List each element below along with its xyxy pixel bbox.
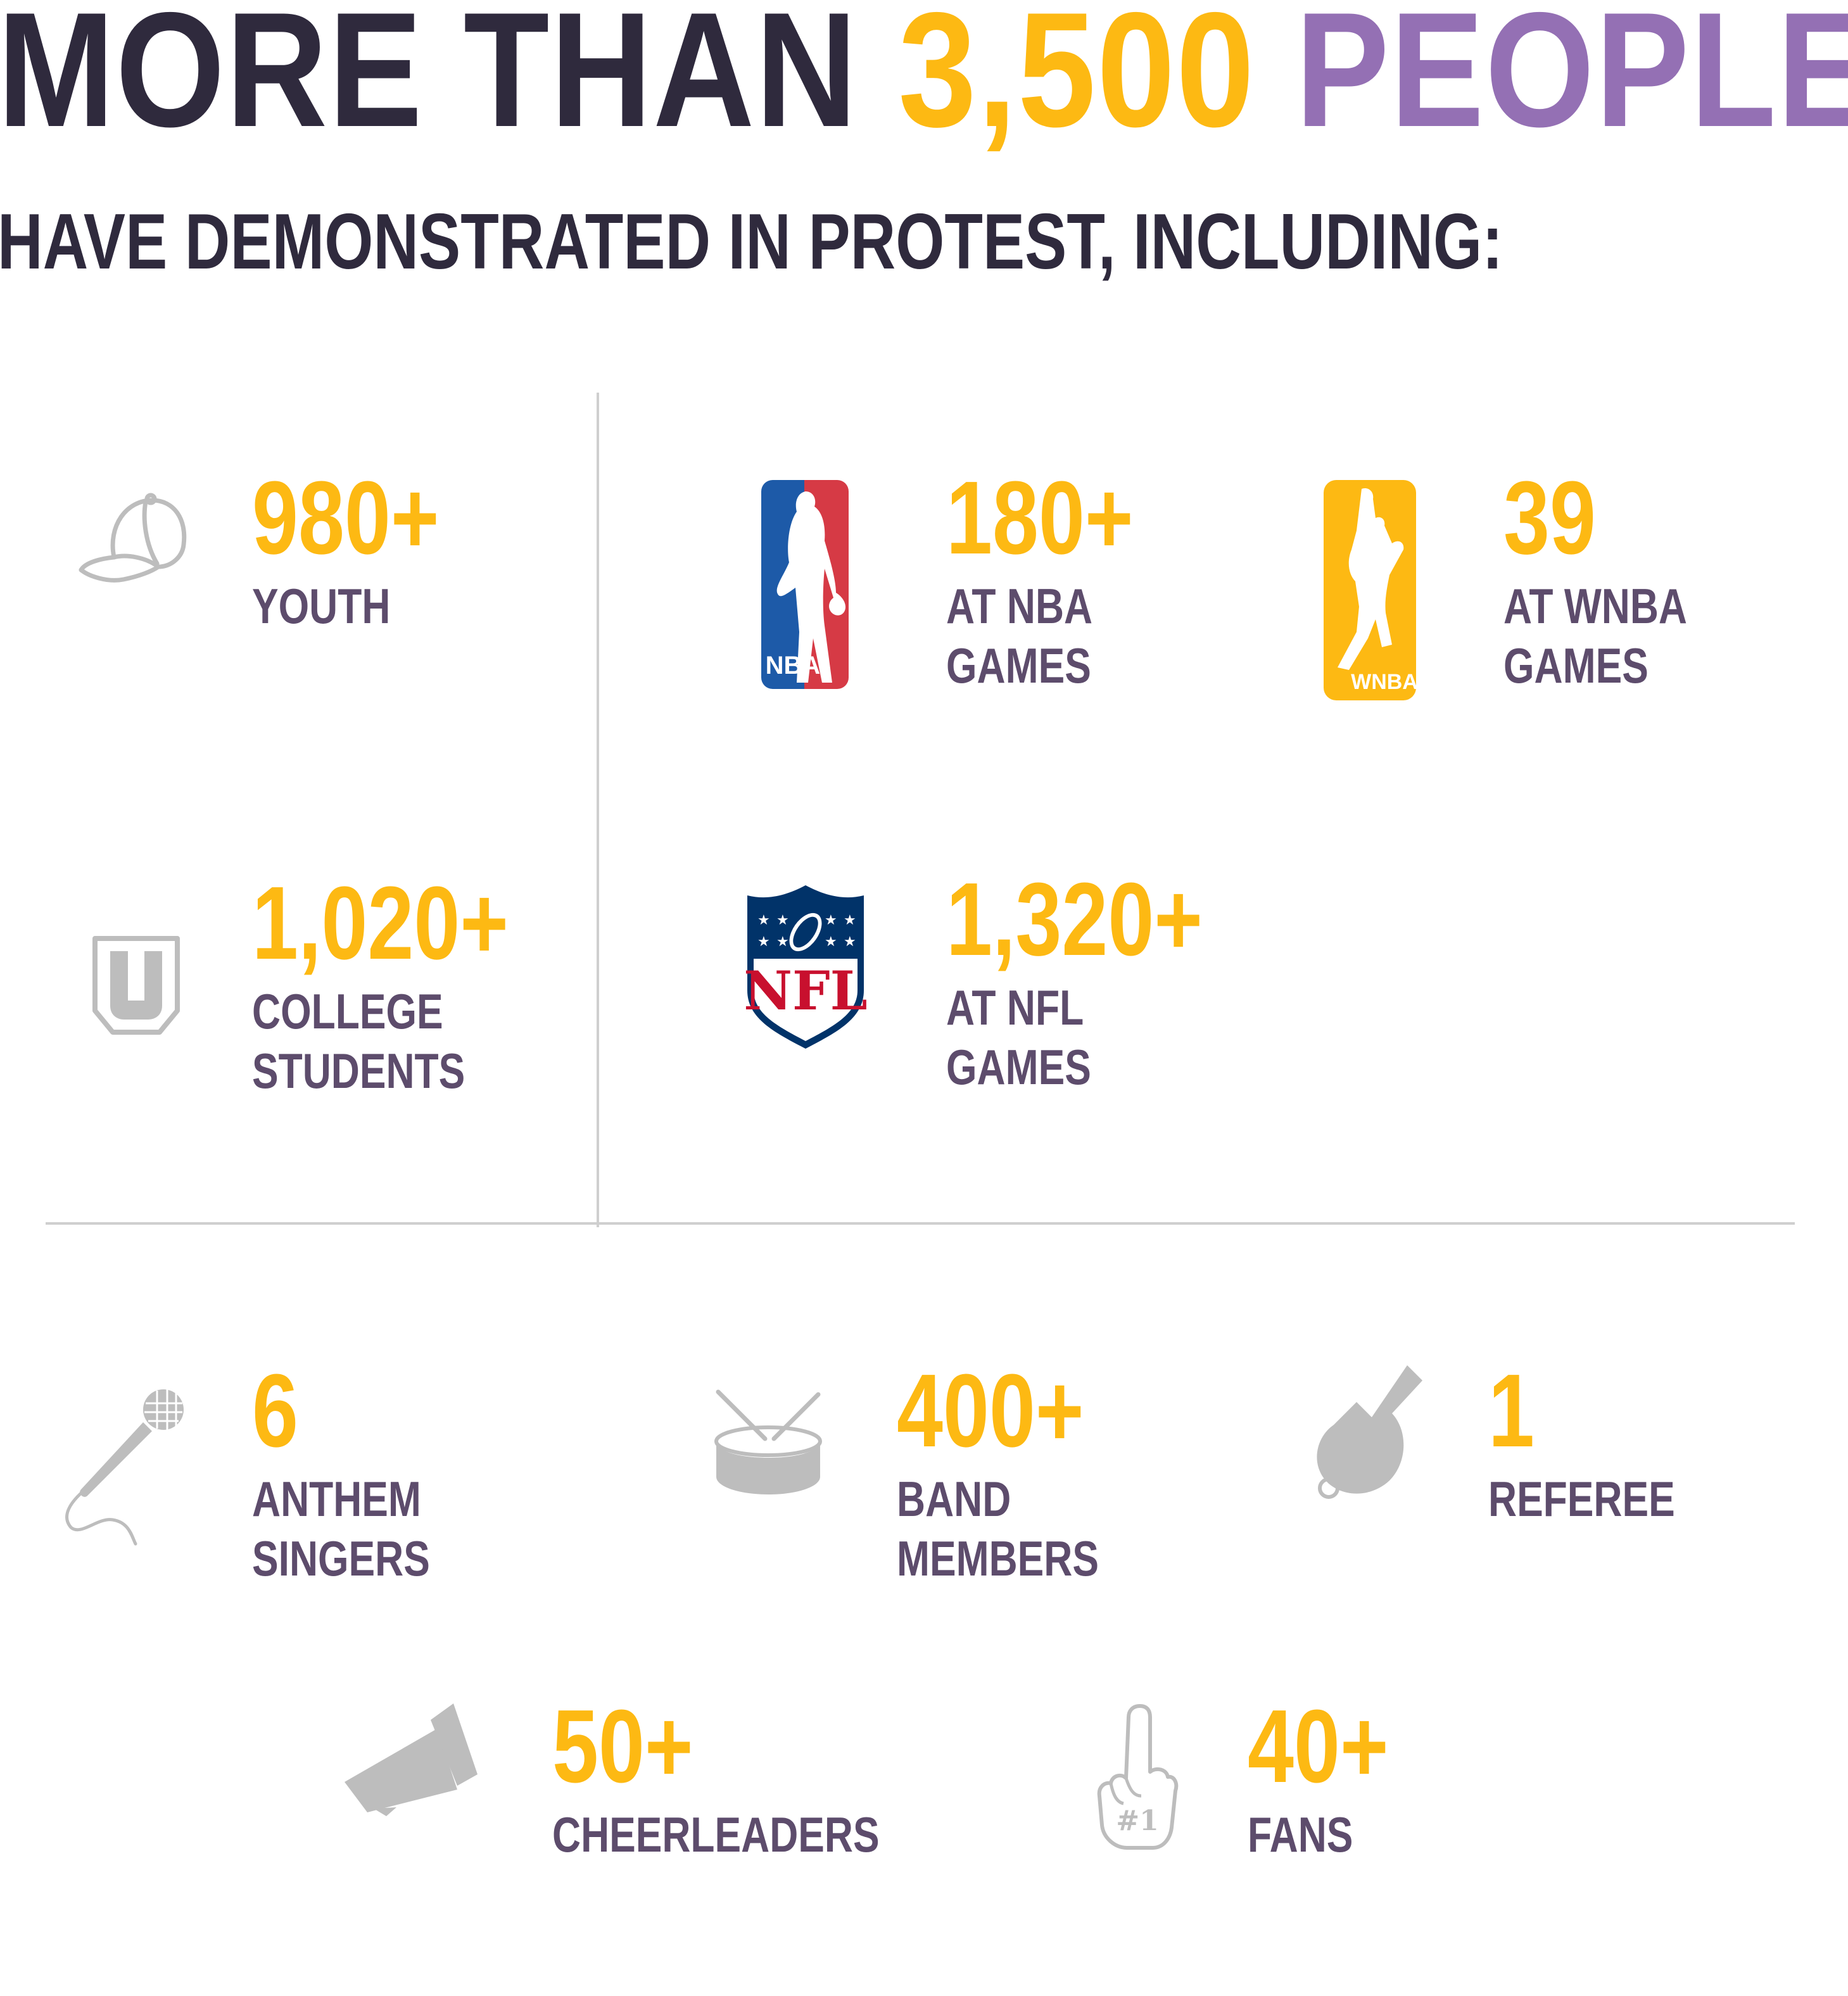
subheadline: HAVE DEMONSTRATED IN PROTEST, INCLUDING: <box>0 198 1503 286</box>
nfl-logo-text: NFL <box>744 959 867 1022</box>
stat-label: CHEERLEADERS <box>552 1807 880 1862</box>
stat-referee: 1 REFEREE <box>1488 1353 1721 1529</box>
stat-label: YOUTH <box>252 578 391 634</box>
stat-label: AT NFL GAMES <box>946 980 1091 1095</box>
drum-icon <box>714 1389 822 1494</box>
nfl-logo-icon: ★ ★ ★ ★ ★ ★ ★ ★ NFL <box>744 885 868 1049</box>
stat-wnba: 39 AT WNBA GAMES <box>1503 460 1733 695</box>
stat-value: 400+ <box>897 1353 1084 1469</box>
headline-part-3: PEOPLE <box>1295 0 1848 161</box>
foam-finger-text: #1 <box>1116 1805 1158 1837</box>
university-shield-icon <box>92 936 180 1035</box>
nba-logo-text: NBA <box>766 652 821 679</box>
headline-count: 3,500 <box>898 0 1296 161</box>
stat-label: REFEREE <box>1488 1471 1675 1527</box>
stat-nba: 180+ AT NBA GAMES <box>946 460 1180 695</box>
wnba-logo-icon: WNBA <box>1324 480 1416 700</box>
svg-text:★: ★ <box>825 913 837 928</box>
vertical-divider <box>597 393 599 1227</box>
stat-label: AT NBA GAMES <box>946 578 1093 693</box>
baseball-cap-icon <box>79 493 187 583</box>
stat-value: 40+ <box>1248 1688 1389 1804</box>
svg-text:★: ★ <box>757 913 770 928</box>
stat-value: 39 <box>1503 460 1596 576</box>
stat-label: FANS <box>1248 1807 1353 1862</box>
stat-value: 6 <box>252 1353 298 1469</box>
stat-youth: 980+ YOUTH <box>252 460 486 636</box>
stat-band-members: 400+ BAND MEMBERS <box>897 1353 1149 1588</box>
svg-text:★: ★ <box>844 934 856 950</box>
svg-text:★: ★ <box>776 913 789 928</box>
stat-label: ANTHEM SINGERS <box>252 1471 430 1586</box>
stat-value: 980+ <box>252 460 440 576</box>
nba-logo-icon: NBA <box>761 480 849 689</box>
stat-cheerleaders: 50+ CHEERLEADERS <box>552 1688 961 1864</box>
headline: MORE THAN 3,500 PEOPLE <box>0 0 1848 151</box>
stat-anthem-singers: 6 ANTHEM SINGERS <box>252 1353 474 1588</box>
stat-label: BAND MEMBERS <box>897 1471 1099 1586</box>
stat-label: COLLEGE STUDENTS <box>252 983 465 1099</box>
svg-text:★: ★ <box>844 913 856 928</box>
headline-part-1: MORE THAN <box>0 0 899 161</box>
wnba-logo-text: WNBA <box>1351 670 1416 694</box>
stat-value: 1 <box>1488 1353 1535 1469</box>
stat-value: 50+ <box>552 1688 693 1804</box>
stat-value: 1,320+ <box>946 861 1203 977</box>
svg-text:★: ★ <box>825 934 837 950</box>
stat-value: 180+ <box>946 460 1134 576</box>
stat-college: 1,020+ COLLEGE STUDENTS <box>252 865 573 1101</box>
whistle-icon <box>1317 1365 1422 1499</box>
stat-nfl: 1,320+ AT NFL GAMES <box>946 861 1267 1097</box>
microphone-icon <box>65 1389 184 1546</box>
svg-text:★: ★ <box>776 934 789 950</box>
stat-fans: 40+ FANS <box>1248 1688 1424 1864</box>
horizontal-divider <box>46 1222 1795 1225</box>
stat-label: AT WNBA GAMES <box>1503 578 1687 693</box>
svg-text:★: ★ <box>757 934 770 950</box>
stat-value: 1,020+ <box>252 865 509 981</box>
megaphone-icon <box>345 1703 478 1816</box>
foam-finger-icon: #1 <box>1097 1704 1179 1850</box>
